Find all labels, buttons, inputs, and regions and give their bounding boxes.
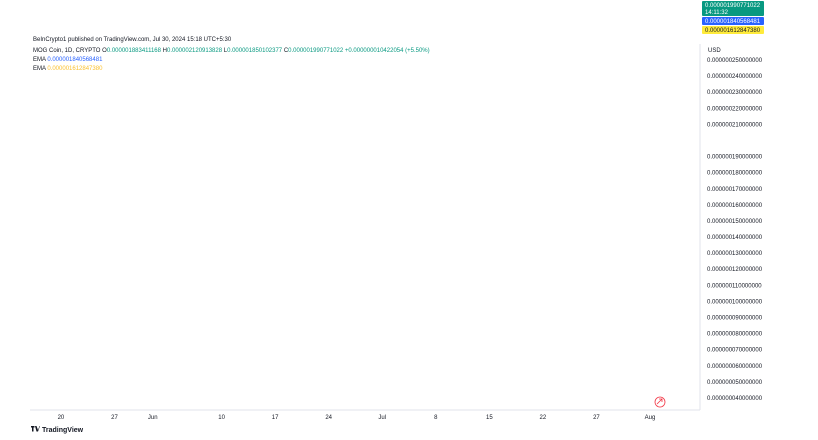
ema-fast-label: EMA <box>33 57 46 63</box>
ema-slow-label: EMA <box>33 66 46 72</box>
price-label-value: 0.000001840568481 <box>705 19 761 25</box>
scroll-to-realtime-icon[interactable] <box>654 396 666 408</box>
x-tick-label: 10 <box>218 415 225 421</box>
y-tick-label: 0.000000110000000 <box>707 283 762 289</box>
ema-slow-legend[interactable]: EMA 0.000001612847380 <box>33 65 102 73</box>
y-tick-label: 0.000000060000000 <box>707 364 763 370</box>
price-label-value: 0.000001612847380 <box>705 28 761 34</box>
y-tick-label: 0.000000120000000 <box>707 267 763 273</box>
y-tick-label: 0.000000230000000 <box>707 90 763 96</box>
tradingview-logo[interactable]: TradingView <box>31 426 83 434</box>
x-tick-label: 27 <box>593 415 600 421</box>
close-label: C <box>283 48 289 54</box>
symbol-name[interactable]: MOG Coin, 1D, CRYPTO <box>33 48 101 54</box>
x-tick-label: 22 <box>540 415 547 421</box>
y-tick-label: 0.000000210000000 <box>707 122 763 128</box>
y-tick-label: 0.000000250000000 <box>707 58 763 64</box>
x-tick-label: 8 <box>434 415 438 421</box>
x-tick-label: 27 <box>111 415 118 421</box>
icon-ring <box>654 396 666 408</box>
y-tick-label: 0.000000190000000 <box>707 155 763 161</box>
low-label: L <box>223 48 228 54</box>
price-label-box <box>702 26 764 34</box>
y-tick-label: 0.000000130000000 <box>707 251 763 257</box>
open-value: 0.000001883411168 <box>106 48 161 54</box>
ema-slow-value: 0.000001612847380 <box>47 66 103 72</box>
price-label-value: 0.000001990771022 <box>705 3 761 9</box>
ema-fast-legend[interactable]: EMA 0.000001840568481 <box>33 56 102 64</box>
y-tick-label: 0.000000100000000 <box>707 299 763 305</box>
currency-label[interactable]: USD <box>708 48 721 54</box>
y-tick-label: 0.000000150000000 <box>707 219 763 225</box>
publisher-line: BeInCrypto1 published on TradingView.com… <box>33 37 232 43</box>
y-tick-label: 0.000000040000000 <box>707 396 763 402</box>
high-label: H <box>162 48 167 54</box>
price-label-ema-slow: 0.000001612847380 <box>702 26 764 34</box>
icon-arrow <box>656 398 663 405</box>
low-value: 0.000001850102377 <box>227 48 283 54</box>
tradingview-logo-icon <box>31 426 40 432</box>
open-label: O <box>102 48 107 54</box>
ema-fast-value: 0.000001840568481 <box>47 57 103 63</box>
x-tick-label: 20 <box>58 415 65 421</box>
price-label-ema-fast: 0.000001840568481 <box>702 17 764 25</box>
y-tick-label: 0.000000220000000 <box>707 106 763 112</box>
y-tick-label: 0.000000160000000 <box>707 203 763 209</box>
x-tick-label: Jul <box>378 415 386 421</box>
x-tick-label: 17 <box>272 415 279 421</box>
y-tick-label: 0.000000240000000 <box>707 74 763 80</box>
x-tick-label: Jun <box>148 415 158 421</box>
change-value: +0.000000010422054 (+5.50%) <box>344 48 430 54</box>
y-tick-label: 0.000000080000000 <box>707 332 763 338</box>
y-tick-label: 0.000000180000000 <box>707 171 763 177</box>
close-value: 0.000001990771022 <box>288 48 344 54</box>
symbol-legend: MOG Coin, 1D, CRYPTO O0.000001883411168 … <box>33 47 430 55</box>
y-tick-label: 0.000000070000000 <box>707 348 763 354</box>
y-tick-label: 0.000000140000000 <box>707 235 763 241</box>
y-tick-label: 0.000000170000000 <box>707 187 763 193</box>
x-tick-label: 24 <box>325 415 332 421</box>
high-value: 0.000002120913828 <box>167 48 223 54</box>
y-tick-label: 0.000000090000000 <box>707 316 763 322</box>
x-tick-label: Aug <box>645 415 656 421</box>
tradingview-logo-text: TradingView <box>42 427 84 434</box>
x-tick-label: 15 <box>486 415 493 421</box>
y-tick-label: 0.000000050000000 <box>707 380 763 386</box>
price-label-box <box>702 1 764 16</box>
price-label-countdown: 14:11:32 <box>705 10 729 16</box>
price-label-box <box>702 17 764 25</box>
